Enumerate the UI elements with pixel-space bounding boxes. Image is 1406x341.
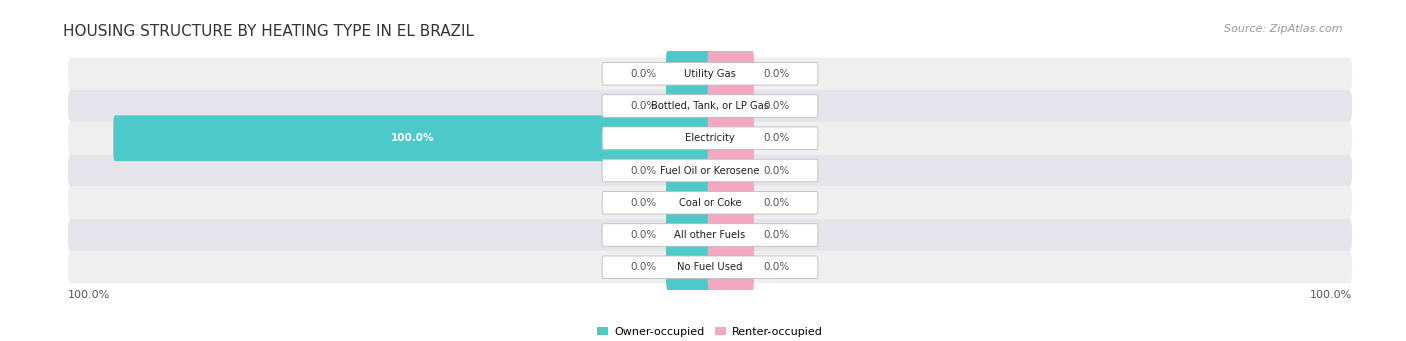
Text: 100.0%: 100.0% [1309, 290, 1353, 300]
Text: 0.0%: 0.0% [630, 165, 657, 176]
FancyBboxPatch shape [602, 95, 818, 117]
FancyBboxPatch shape [67, 251, 1353, 283]
FancyBboxPatch shape [707, 51, 754, 97]
FancyBboxPatch shape [707, 180, 754, 226]
FancyBboxPatch shape [602, 224, 818, 246]
FancyBboxPatch shape [666, 180, 713, 226]
Text: Utility Gas: Utility Gas [685, 69, 735, 79]
FancyBboxPatch shape [602, 191, 818, 214]
Text: Source: ZipAtlas.com: Source: ZipAtlas.com [1225, 24, 1343, 34]
FancyBboxPatch shape [67, 219, 1353, 251]
Text: Electricity: Electricity [685, 133, 735, 143]
FancyBboxPatch shape [602, 62, 818, 85]
FancyBboxPatch shape [602, 256, 818, 279]
FancyBboxPatch shape [602, 127, 818, 150]
FancyBboxPatch shape [114, 115, 713, 161]
FancyBboxPatch shape [602, 159, 818, 182]
Text: No Fuel Used: No Fuel Used [678, 262, 742, 272]
Text: HOUSING STRUCTURE BY HEATING TYPE IN EL BRAZIL: HOUSING STRUCTURE BY HEATING TYPE IN EL … [63, 24, 474, 39]
FancyBboxPatch shape [707, 212, 754, 258]
FancyBboxPatch shape [666, 244, 713, 290]
Text: 0.0%: 0.0% [763, 230, 790, 240]
Text: 0.0%: 0.0% [630, 230, 657, 240]
FancyBboxPatch shape [67, 58, 1353, 90]
Text: 0.0%: 0.0% [763, 165, 790, 176]
FancyBboxPatch shape [67, 122, 1353, 154]
Text: Bottled, Tank, or LP Gas: Bottled, Tank, or LP Gas [651, 101, 769, 111]
Text: 0.0%: 0.0% [763, 101, 790, 111]
Text: 0.0%: 0.0% [630, 198, 657, 208]
FancyBboxPatch shape [67, 154, 1353, 187]
FancyBboxPatch shape [707, 148, 754, 193]
Text: 0.0%: 0.0% [763, 133, 790, 143]
Text: 100.0%: 100.0% [67, 290, 111, 300]
FancyBboxPatch shape [666, 51, 713, 97]
Text: 0.0%: 0.0% [763, 198, 790, 208]
FancyBboxPatch shape [707, 115, 754, 161]
Text: 0.0%: 0.0% [630, 262, 657, 272]
FancyBboxPatch shape [707, 244, 754, 290]
Text: All other Fuels: All other Fuels [675, 230, 745, 240]
Text: Fuel Oil or Kerosene: Fuel Oil or Kerosene [661, 165, 759, 176]
Text: 0.0%: 0.0% [630, 69, 657, 79]
Text: 0.0%: 0.0% [763, 262, 790, 272]
FancyBboxPatch shape [666, 148, 713, 193]
FancyBboxPatch shape [666, 212, 713, 258]
FancyBboxPatch shape [67, 90, 1353, 122]
FancyBboxPatch shape [67, 187, 1353, 219]
Text: 0.0%: 0.0% [763, 69, 790, 79]
Text: 100.0%: 100.0% [391, 133, 434, 143]
FancyBboxPatch shape [666, 83, 713, 129]
Text: 0.0%: 0.0% [630, 101, 657, 111]
Text: Coal or Coke: Coal or Coke [679, 198, 741, 208]
Legend: Owner-occupied, Renter-occupied: Owner-occupied, Renter-occupied [598, 327, 823, 337]
FancyBboxPatch shape [707, 83, 754, 129]
